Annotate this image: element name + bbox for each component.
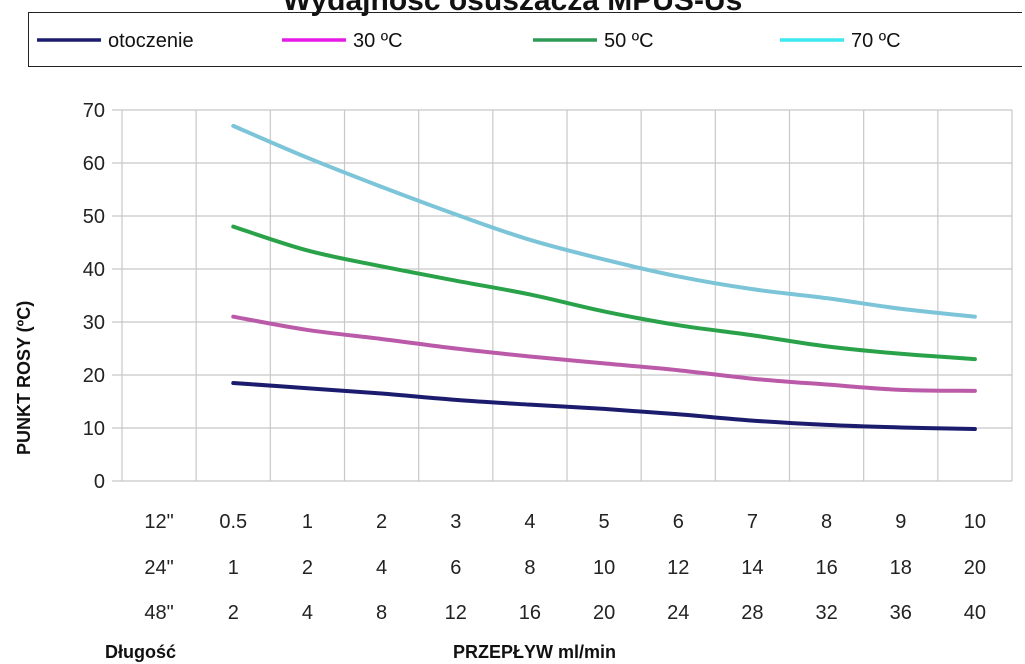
- legend: otoczenie 30 ºC 50 ºC 70 ºC: [37, 30, 901, 52]
- series-layer: [231, 123, 977, 432]
- x-length-label: 12": [144, 511, 173, 533]
- y-tick-label: 50: [83, 206, 105, 228]
- x-tick-label: 8: [376, 602, 387, 624]
- series-line: [231, 314, 977, 393]
- x-tick-label: 8: [524, 557, 535, 579]
- x-tick-label: 36: [890, 602, 912, 624]
- x-tick-label: 10: [964, 511, 986, 533]
- x-tick-label: 18: [890, 557, 912, 579]
- x-axis-label: PRZEPŁYW ml/min: [453, 642, 616, 662]
- x-tick-label: 6: [450, 557, 461, 579]
- x-tick-label: 20: [593, 602, 615, 624]
- y-tick-label: 60: [83, 153, 105, 175]
- y-tick-label: 70: [83, 100, 105, 122]
- x-length-label: 24": [144, 557, 173, 579]
- x-tick-label: 7: [747, 511, 758, 533]
- x-tick-label: 2: [228, 602, 239, 624]
- x-tick-label: 9: [895, 511, 906, 533]
- y-tick-label: 10: [83, 418, 105, 440]
- legend-label: 70 ºC: [851, 30, 901, 52]
- x-tick-label: 2: [302, 557, 313, 579]
- series-line: [231, 224, 977, 362]
- x-tick-label: 12: [667, 557, 689, 579]
- y-tick-label: 30: [83, 312, 105, 334]
- x-tick-label: 0.5: [219, 511, 247, 533]
- y-tick-label: 0: [94, 471, 105, 493]
- y-tick-label: 40: [83, 259, 105, 281]
- x-tick-label: 4: [302, 602, 313, 624]
- x-tick-label: 14: [741, 557, 763, 579]
- x-tick-label: 28: [741, 602, 763, 624]
- x-tick-label: 3: [450, 511, 461, 533]
- y-tick-labels: 0 10 20 30 40 50 60 70: [83, 100, 105, 493]
- x-tick-label: 6: [673, 511, 684, 533]
- x-tick-label: 16: [815, 557, 837, 579]
- x-tick-label: 4: [376, 557, 387, 579]
- x-tick-label: 1: [228, 557, 239, 579]
- legend-label: 50 ºC: [604, 30, 654, 52]
- x-tick-label: 8: [821, 511, 832, 533]
- length-label: Długość: [105, 642, 176, 662]
- x-tick-label: 12: [445, 602, 467, 624]
- x-tick-label: 32: [815, 602, 837, 624]
- x-tick-label: 40: [964, 602, 986, 624]
- legend-box: [28, 12, 1022, 67]
- series-line: [231, 380, 977, 432]
- x-tick-label: 2: [376, 511, 387, 533]
- x-tick-label: 24: [667, 602, 689, 624]
- x-length-label: 48": [144, 602, 173, 624]
- legend-label: 30 ºC: [353, 30, 403, 52]
- x-tick-label: 20: [964, 557, 986, 579]
- y-axis-label: PUNKT ROSY (ºC): [14, 301, 34, 455]
- x-tick-label: 16: [519, 602, 541, 624]
- y-tick-label: 20: [83, 365, 105, 387]
- x-tick-label: 1: [302, 511, 313, 533]
- x-tick-label: 4: [524, 511, 535, 533]
- legend-label: otoczenie: [108, 30, 194, 52]
- x-tick-label: 10: [593, 557, 615, 579]
- series-line: [231, 123, 977, 319]
- x-tick-label: 5: [599, 511, 610, 533]
